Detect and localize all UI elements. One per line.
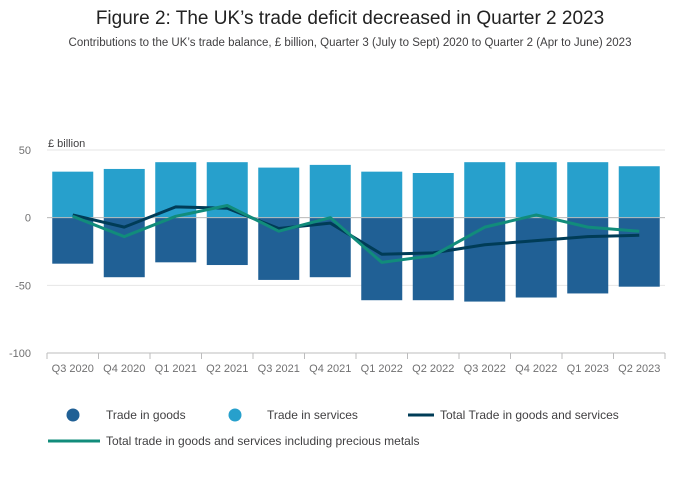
x-tick-label: Q1 2021: [155, 363, 197, 375]
bar-services: [258, 167, 300, 218]
bar-services: [155, 162, 197, 218]
legend-marker: [228, 408, 242, 422]
bar-services: [567, 162, 609, 218]
x-tick-label: Q2 2023: [618, 363, 660, 375]
chart-subtitle: Contributions to the UK’s trade balance,…: [68, 37, 632, 49]
x-tick-label: Q1 2023: [567, 363, 609, 375]
bar-goods: [515, 217, 557, 298]
x-tick-label: Q4 2020: [103, 363, 145, 375]
x-tick-label: Q3 2022: [464, 363, 506, 375]
bar-services: [464, 162, 506, 218]
x-tick-label: Q4 2021: [309, 363, 351, 375]
bar-goods: [52, 217, 94, 264]
legend-marker: [66, 408, 80, 422]
bar-services: [412, 173, 454, 218]
legend-label: Total trade in goods and services includ…: [106, 434, 420, 448]
bar-services: [52, 171, 94, 218]
bar-goods: [567, 217, 609, 294]
series-line-total-precious-metals: [72, 203, 640, 264]
x-tick-label: Q2 2021: [206, 363, 248, 375]
chart-title: Figure 2: The UK’s trade deficit decreas…: [95, 8, 605, 29]
bar-services: [515, 162, 557, 218]
x-tick-label: Q3 2021: [258, 363, 300, 375]
bar-services: [618, 166, 660, 218]
y-axis-label: £ billion: [48, 138, 85, 150]
bar-goods: [464, 217, 506, 302]
bar-services: [309, 164, 351, 218]
y-tick-label: 50: [19, 145, 31, 157]
y-tick-label: -50: [15, 280, 31, 292]
bar-goods: [309, 217, 351, 278]
y-tick-label: 0: [25, 213, 31, 225]
legend-label: Trade in services: [267, 408, 358, 422]
x-tick-label: Q4 2022: [515, 363, 557, 375]
x-tick-label: Q1 2022: [361, 363, 403, 375]
legend-label: Total Trade in goods and services: [440, 408, 619, 422]
bar-goods: [618, 217, 660, 287]
bar-services: [103, 168, 145, 218]
x-tick-label: Q3 2020: [52, 363, 94, 375]
x-tick-label: Q2 2022: [412, 363, 454, 375]
legend-label: Trade in goods: [106, 408, 186, 422]
bar-goods: [412, 217, 454, 301]
bar-goods: [155, 217, 197, 263]
bar-goods: [361, 217, 403, 301]
y-tick-label: -100: [9, 348, 31, 360]
bar-services: [361, 171, 403, 218]
bar-goods: [206, 217, 248, 266]
